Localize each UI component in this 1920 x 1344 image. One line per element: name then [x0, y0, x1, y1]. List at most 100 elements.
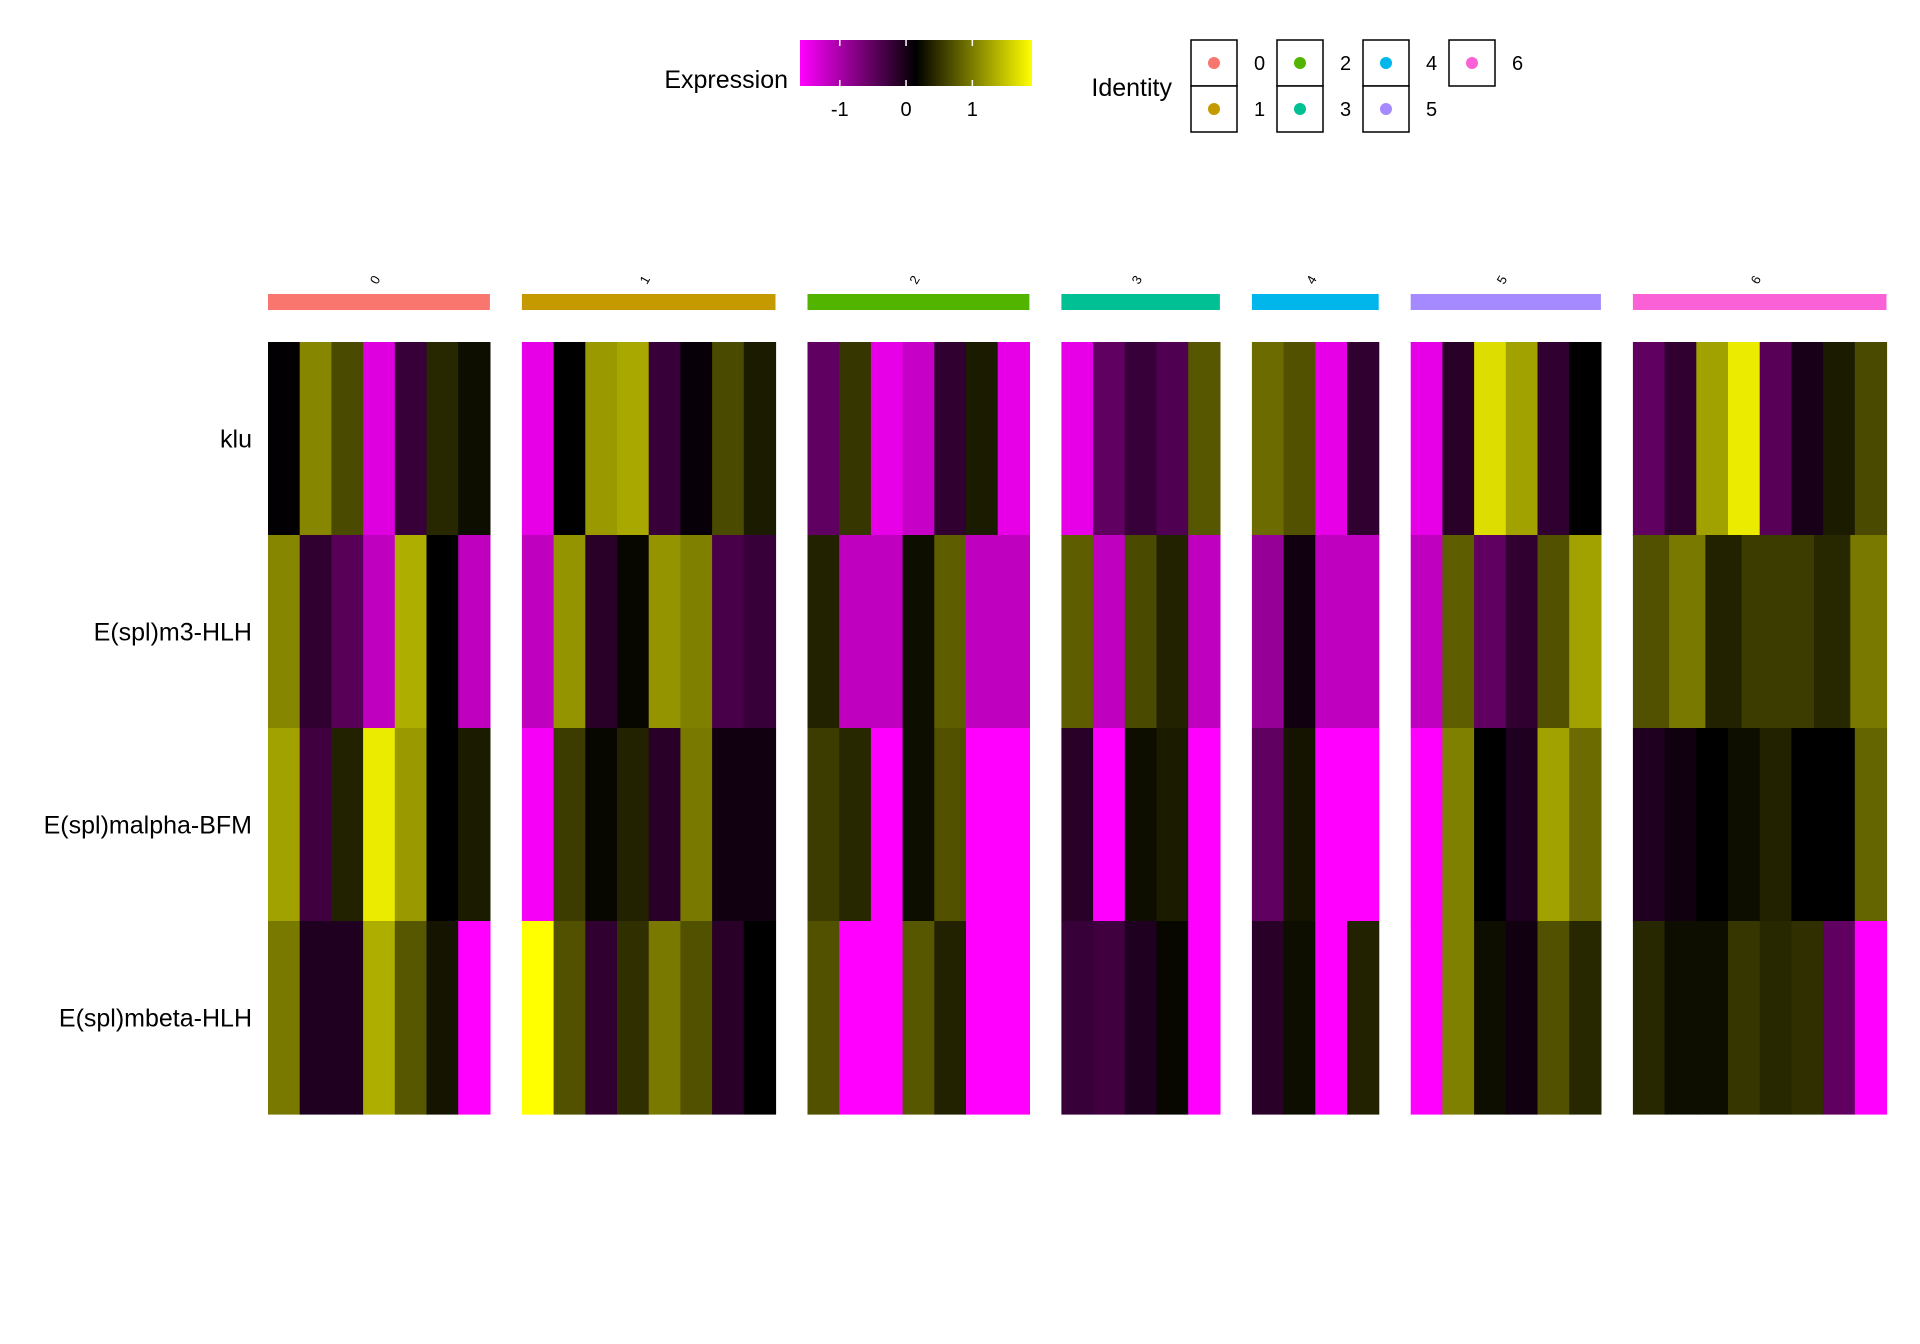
heatmap-cell [902, 921, 935, 1115]
heatmap-cell [712, 728, 745, 922]
heatmap-cell [299, 535, 332, 729]
heatmap-cell [1705, 535, 1743, 729]
heatmap-cell [521, 728, 555, 922]
heatmap-cell [1061, 342, 1094, 536]
cluster-annotation-bars: 0 1 2 3 4 5 6 [268, 273, 1887, 310]
heatmap-cell [1505, 342, 1539, 536]
heatmap-cell [521, 921, 555, 1115]
expression-legend: Expression -1 0 1 [664, 40, 1032, 121]
cluster-label: 2 [906, 273, 923, 287]
heatmap-cell [1410, 921, 1443, 1115]
heatmap-cell [1156, 342, 1189, 536]
identity-legend-title: Identity [1091, 74, 1172, 102]
heatmap-cell [902, 342, 935, 536]
heatmap-cell [1791, 728, 1824, 922]
heatmap-cell [1251, 342, 1285, 536]
heatmap-cell [1569, 342, 1602, 536]
identity-key-label: 0 [1254, 53, 1265, 75]
heatmap-cell [299, 342, 332, 536]
heatmap-cell [394, 342, 428, 536]
heatmap-cell [331, 535, 364, 729]
heatmap-cell [1442, 535, 1475, 729]
cluster-label: 3 [1128, 273, 1145, 287]
heatmap-cell [1664, 921, 1697, 1115]
heatmap-cell [1632, 728, 1666, 922]
heatmap-cell [1474, 342, 1507, 536]
cluster-bar [807, 294, 1030, 310]
heatmap-cell [1854, 728, 1888, 922]
heatmap-cell [1791, 921, 1824, 1115]
heatmap-cell [1728, 921, 1761, 1115]
heatmap-cell [870, 342, 904, 536]
cluster-bar [521, 294, 776, 310]
heatmap-cell [331, 342, 364, 536]
heatmap-cell [1823, 342, 1856, 536]
heatmap-cell [1696, 921, 1729, 1115]
heatmap-cell [1814, 535, 1851, 729]
heatmap-cell [966, 921, 999, 1115]
heatmap-cell [1315, 535, 1348, 729]
heatmap-cell [1251, 535, 1285, 729]
heatmap-cell [1442, 921, 1475, 1115]
heatmap-cell [1061, 921, 1094, 1115]
heatmap-cell [1728, 342, 1761, 536]
heatmap-cell [680, 921, 713, 1115]
heatmap-cell [1474, 921, 1507, 1115]
heatmap-cell [299, 921, 332, 1115]
heatmap-cell [1315, 921, 1348, 1115]
heatmap-cell [585, 535, 618, 729]
heatmap-cell [363, 921, 396, 1115]
heatmap-cell [1315, 342, 1348, 536]
heatmap-cell [1537, 921, 1570, 1115]
identity-key-dot [1380, 103, 1392, 115]
heatmap-cell [1188, 921, 1221, 1115]
heatmap-cell [1664, 728, 1697, 922]
heatmap-cell [394, 728, 428, 922]
gene-label: klu [220, 426, 252, 454]
heatmap-cell [426, 342, 459, 536]
heatmap-cell [743, 342, 777, 536]
heatmap-cell [1759, 921, 1792, 1115]
heatmap-cell [1854, 342, 1888, 536]
heatmap-cell [648, 921, 681, 1115]
expression-legend-title: Expression [664, 66, 788, 94]
heatmap-cell [458, 728, 491, 922]
heatmap-cell [1251, 728, 1285, 922]
identity-key-label: 2 [1340, 53, 1351, 75]
heatmap-cell [1156, 535, 1189, 729]
heatmap-cell [1632, 342, 1666, 536]
heatmap-cell [1093, 921, 1126, 1115]
heatmap-cell [966, 535, 999, 729]
heatmap-cell [363, 728, 396, 922]
heatmap-cell [997, 728, 1030, 922]
heatmap-cell [1759, 342, 1792, 536]
heatmap-cell [268, 342, 301, 536]
heatmap-cell [1696, 342, 1729, 536]
identity-key-dot [1208, 57, 1220, 69]
heatmap-cell [934, 921, 967, 1115]
heatmap-cell [1283, 921, 1316, 1115]
heatmap-cell [1823, 728, 1856, 922]
heatmap-cell [553, 535, 586, 729]
cluster-bar [1632, 294, 1887, 310]
heatmap-cell [585, 342, 618, 536]
heatmap-cell [426, 921, 459, 1115]
heatmap-cell [934, 342, 967, 536]
heatmap-cell [1741, 535, 1779, 729]
heatmap-cell [902, 728, 935, 922]
heatmap-cell [712, 921, 745, 1115]
heatmap-cell [997, 921, 1030, 1115]
heatmap-cell [521, 342, 555, 536]
heatmap-cell [1669, 535, 1706, 729]
heatmap-cell [1410, 535, 1443, 729]
heatmap-cell [1410, 342, 1443, 536]
heatmap-cell [1188, 342, 1221, 536]
heatmap-cell [1823, 921, 1856, 1115]
heatmap-cell [331, 921, 364, 1115]
heatmap-cell [1188, 728, 1221, 922]
heatmap-cell [1569, 728, 1602, 922]
heatmap-cell [712, 535, 745, 729]
heatmap-cell [1093, 728, 1126, 922]
heatmap-cell [331, 728, 364, 922]
